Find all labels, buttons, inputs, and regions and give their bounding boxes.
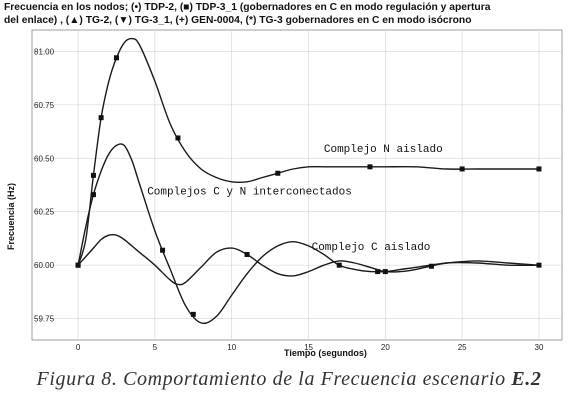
y-tick-label: 60.75	[34, 101, 55, 110]
data-point-marker	[367, 164, 373, 170]
data-point-marker	[244, 251, 250, 257]
data-point-marker	[428, 263, 434, 269]
data-point-marker	[275, 170, 281, 176]
chart-title-line-2: del enlace) , (▲) TG-2, (▼) TG-3_1, (+) …	[4, 14, 472, 26]
x-tick-label: 20	[381, 343, 390, 352]
data-point-marker	[190, 311, 196, 317]
y-axis-ticks: 59.75 60.00 60.25 60.50 60.75 81.00	[34, 47, 55, 323]
data-point-marker	[160, 247, 166, 253]
curve-annotation: Complejo C aislado	[312, 242, 431, 254]
annotations: Complejo N aislado Complejos C y N interc…	[147, 144, 442, 254]
data-point-marker	[536, 262, 542, 268]
x-axis-label: Tiempo (segundos)	[284, 348, 367, 358]
data-point-marker	[90, 192, 96, 198]
x-tick-label: 30	[535, 343, 544, 352]
y-tick-label: 59.75	[34, 315, 55, 324]
x-tick-label: 0	[76, 343, 81, 352]
x-tick-label: 10	[227, 343, 236, 352]
y-tick-label: 81.00	[34, 47, 55, 56]
x-tick-label: 25	[458, 343, 467, 352]
chart-title: Frecuencia en los nodos; (•) TDP-2, (■) …	[4, 2, 576, 27]
x-tick-label: 5	[153, 343, 158, 352]
curve-annotation: Complejo N aislado	[324, 144, 443, 156]
data-point-marker	[98, 115, 104, 121]
figure-caption: Figura 8. Comportamiento de la Frecuenci…	[0, 368, 578, 391]
data-point-marker	[113, 55, 119, 61]
series-line-2	[77, 143, 540, 325]
frequency-chart: 59.75 60.00 60.25 60.50 60.75 81.00 0 5 10 15 20 2…	[6, 29, 563, 358]
y-tick-label: 60.00	[34, 261, 55, 270]
x-tick-label: 15	[304, 343, 313, 352]
series-line-1	[77, 37, 539, 266]
data-point-marker	[382, 269, 388, 275]
data-point-marker	[90, 172, 96, 178]
series-group	[75, 37, 542, 325]
data-point-marker	[536, 166, 542, 172]
caption-scenario: E.2	[511, 368, 542, 390]
chart-title-line-1: Frecuencia en los nodos; (•) TDP-2, (■) …	[4, 2, 491, 13]
data-point-marker	[175, 135, 181, 141]
plot-background	[31, 29, 563, 341]
data-point-marker	[336, 262, 342, 268]
data-point-marker	[375, 269, 381, 275]
y-tick-label: 60.50	[34, 154, 55, 163]
curve-annotation: Complejos C y N interconectados	[147, 187, 352, 199]
grid	[32, 30, 562, 340]
x-axis-ticks: 0 5 10 15 20 25 30	[76, 343, 544, 352]
y-tick-label: 60.25	[34, 208, 55, 217]
series-line-3	[77, 233, 540, 286]
caption-text: Figura 8. Comportamiento de la Frecuenci…	[36, 368, 512, 390]
data-point-marker	[459, 166, 465, 172]
y-axis-label: Frecuencia (Hz)	[6, 183, 16, 250]
